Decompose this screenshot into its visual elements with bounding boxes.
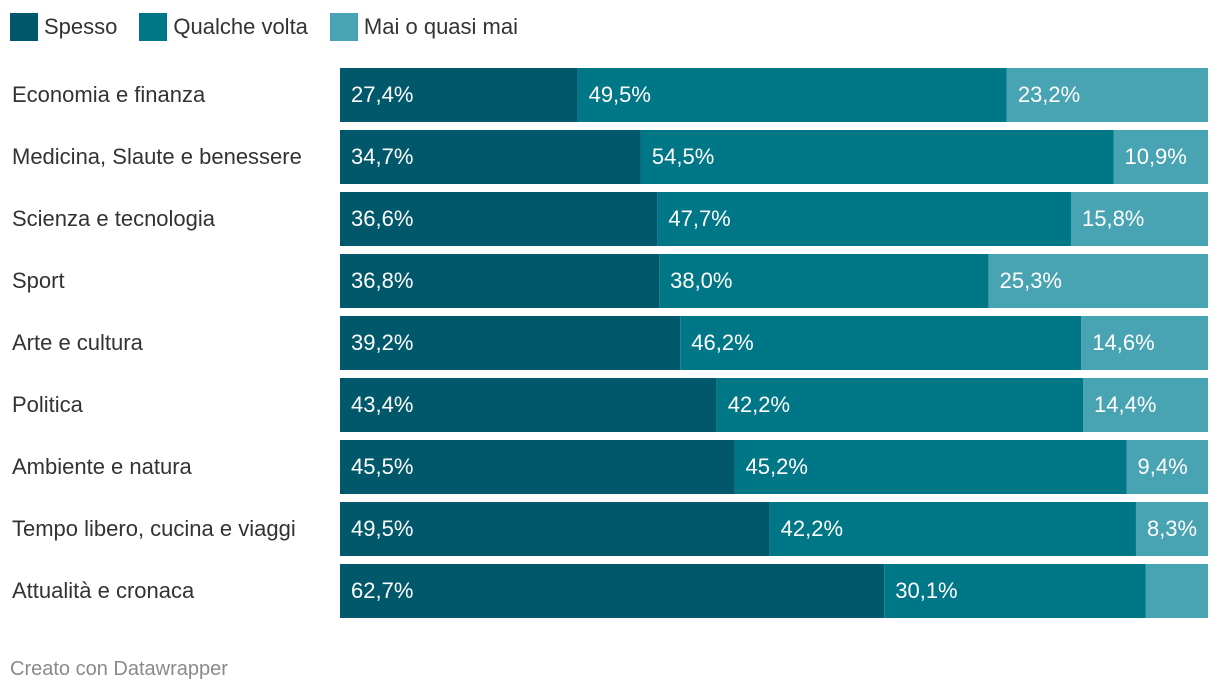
data-label-qualche-volta-arte-e-cultura: 46,2%	[691, 330, 753, 355]
data-label-mai-o-quasi-mai-economia-e-finanza: 23,2%	[1018, 82, 1080, 107]
data-label-qualche-volta-sport: 38,0%	[670, 268, 732, 293]
data-label-qualche-volta-attualita-e-cronaca: 30,1%	[895, 578, 957, 603]
data-label-spesso-sport: 36,8%	[351, 268, 413, 293]
category-label-attualita-e-cronaca: Attualità e cronaca	[12, 578, 195, 603]
data-label-spesso-politica: 43,4%	[351, 392, 413, 417]
legend-label-mai-o-quasi-mai: Mai o quasi mai	[363, 14, 518, 39]
category-label-economia-e-finanza: Economia e finanza	[12, 82, 206, 107]
bar-segment-spesso-scienza-e-tecnologia	[340, 192, 658, 246]
bar-segment-mai-o-quasi-mai-scienza-e-tecnologia	[1070, 192, 1208, 246]
bar-segment-qualche-volta-arte-e-cultura	[680, 316, 1082, 370]
data-label-mai-o-quasi-mai-arte-e-cultura: 14,6%	[1092, 330, 1154, 355]
data-label-spesso-economia-e-finanza: 27,4%	[351, 82, 413, 107]
bar-segment-mai-o-quasi-mai-politica	[1083, 378, 1208, 432]
bar-segment-qualche-volta-scienza-e-tecnologia	[657, 192, 1071, 246]
stacked-bar-chart: Economia e finanza 27,4% 49,5% 23,2% Medicin…	[12, 68, 1208, 618]
bar-segment-qualche-volta-attualita-e-cronaca	[884, 564, 1146, 618]
legend-item-qualche-volta: Qualche volta	[139, 13, 308, 41]
bar-segment-spesso-medicina-slaute-e-benessere	[340, 130, 641, 184]
bar-segment-mai-o-quasi-mai-arte-e-cultura	[1081, 316, 1208, 370]
data-label-spesso-medicina-slaute-e-benessere: 34,7%	[351, 144, 413, 169]
bar-segment-spesso-tempo-libero-cucina-e-viaggi	[340, 502, 770, 556]
legend-item-spesso: Spesso	[10, 13, 117, 41]
bar-segment-spesso-arte-e-cultura	[340, 316, 681, 370]
data-label-mai-o-quasi-mai-ambiente-e-natura: 9,4%	[1137, 454, 1187, 479]
data-label-qualche-volta-economia-e-finanza: 49,5%	[589, 82, 651, 107]
bar-segment-spesso-economia-e-finanza	[340, 68, 578, 122]
category-label-sport: Sport	[12, 268, 65, 293]
legend-label-qualche-volta: Qualche volta	[173, 14, 308, 39]
data-label-spesso-ambiente-e-natura: 45,5%	[351, 454, 413, 479]
bar-segment-spesso-politica	[340, 378, 717, 432]
legend-swatch-mai-o-quasi-mai	[329, 13, 358, 41]
legend-swatch-qualche-volta	[139, 13, 168, 41]
data-label-qualche-volta-ambiente-e-natura: 45,2%	[746, 454, 808, 479]
bar-segment-mai-o-quasi-mai-attualita-e-cronaca	[1145, 564, 1208, 618]
bar-segment-mai-o-quasi-mai-medicina-slaute-e-benessere	[1113, 130, 1208, 184]
data-label-spesso-scienza-e-tecnologia: 36,6%	[351, 206, 413, 231]
category-label-tempo-libero-cucina-e-viaggi: Tempo libero, cucina e viaggi	[12, 516, 296, 541]
data-label-spesso-arte-e-cultura: 39,2%	[351, 330, 413, 355]
data-label-spesso-tempo-libero-cucina-e-viaggi: 49,5%	[351, 516, 413, 541]
bar-segment-qualche-volta-tempo-libero-cucina-e-viaggi	[769, 502, 1136, 556]
bar-segment-qualche-volta-economia-e-finanza	[577, 68, 1007, 122]
bar-segment-qualche-volta-medicina-slaute-e-benessere	[640, 130, 1114, 184]
bar-segment-mai-o-quasi-mai-ambiente-e-natura	[1126, 440, 1208, 494]
category-label-scienza-e-tecnologia: Scienza e tecnologia	[12, 206, 216, 231]
footer-credit: Creato con Datawrapper	[10, 658, 228, 680]
category-label-medicina-slaute-e-benessere: Medicina, Slaute e benessere	[12, 144, 302, 169]
bar-segment-qualche-volta-sport	[659, 254, 989, 308]
bar-segment-mai-o-quasi-mai-economia-e-finanza	[1006, 68, 1208, 122]
data-label-qualche-volta-politica: 42,2%	[728, 392, 790, 417]
bar-segment-spesso-attualita-e-cronaca	[340, 564, 885, 618]
bar-segment-mai-o-quasi-mai-sport	[988, 254, 1208, 308]
data-label-mai-o-quasi-mai-sport: 25,3%	[1000, 268, 1062, 293]
data-label-mai-o-quasi-mai-medicina-slaute-e-benessere: 10,9%	[1124, 144, 1186, 169]
legend-label-spesso: Spesso	[44, 14, 118, 39]
data-label-qualche-volta-scienza-e-tecnologia: 47,7%	[668, 206, 730, 231]
data-label-mai-o-quasi-mai-politica: 14,4%	[1094, 392, 1156, 417]
data-label-spesso-attualita-e-cronaca: 62,7%	[351, 578, 413, 603]
bar-segment-mai-o-quasi-mai-tempo-libero-cucina-e-viaggi	[1135, 502, 1208, 556]
data-label-mai-o-quasi-mai-tempo-libero-cucina-e-viaggi: 8,3%	[1147, 516, 1197, 541]
data-label-mai-o-quasi-mai-scienza-e-tecnologia: 15,8%	[1082, 206, 1144, 231]
category-label-politica: Politica	[12, 392, 84, 417]
legend-item-mai-o-quasi-mai: Mai o quasi mai	[329, 13, 518, 41]
category-label-arte-e-cultura: Arte e cultura	[12, 330, 144, 355]
chart-legend: Spesso Qualche volta Mai o quasi mai	[10, 12, 540, 42]
bar-segment-spesso-ambiente-e-natura	[340, 440, 735, 494]
bar-segment-qualche-volta-politica	[716, 378, 1084, 432]
bar-segment-spesso-sport	[340, 254, 660, 308]
category-label-ambiente-e-natura: Ambiente e natura	[12, 454, 193, 479]
bar-segment-qualche-volta-ambiente-e-natura	[734, 440, 1127, 494]
data-label-qualche-volta-tempo-libero-cucina-e-viaggi: 42,2%	[781, 516, 843, 541]
data-label-qualche-volta-medicina-slaute-e-benessere: 54,5%	[652, 144, 714, 169]
legend-swatch-spesso	[10, 13, 38, 41]
